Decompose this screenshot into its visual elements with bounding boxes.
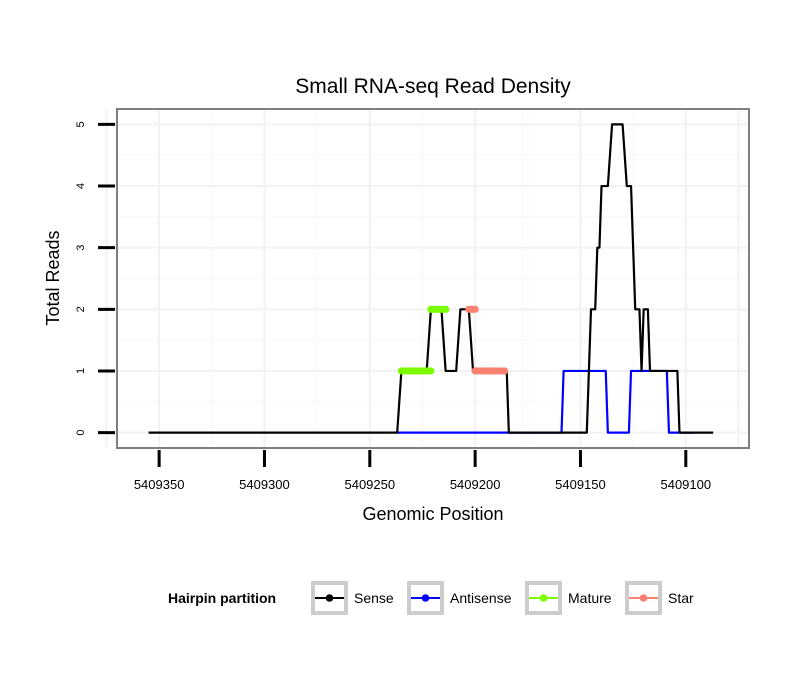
star-point: [501, 367, 509, 375]
legend-label-star: Star: [668, 590, 694, 606]
plot-border: [116, 108, 750, 449]
x-tick-label: 5409150: [555, 477, 606, 492]
x-tick-label: 5409300: [239, 477, 290, 492]
star-point: [471, 305, 479, 313]
y-axis-title: Total Reads: [43, 230, 63, 325]
legend-key-dot-star: [639, 594, 648, 602]
mature-point: [442, 305, 450, 313]
y-tick-label: 2: [75, 306, 87, 312]
x-axis-title: Genomic Position: [362, 504, 503, 524]
legend-key-dot-sense: [325, 594, 334, 602]
y-tick-label: 5: [75, 121, 87, 127]
series-layer: [148, 123, 714, 434]
x-tick-label: 5409250: [344, 477, 395, 492]
y-tick-label: 4: [75, 183, 87, 189]
legend-label-antisense: Antisense: [450, 590, 512, 606]
x-tick-label: 5409100: [660, 477, 711, 492]
legend-label-sense: Sense: [354, 590, 394, 606]
y-tick-label: 3: [75, 245, 87, 251]
antisense-series-line: [397, 369, 695, 434]
mature-series-points: [397, 305, 450, 375]
x-tick-label: 5409350: [134, 477, 185, 492]
legend-key-dot-mature: [539, 594, 548, 602]
legend-label-mature: Mature: [568, 590, 612, 606]
x-tick-label: 5409200: [450, 477, 501, 492]
legend-title: Hairpin partition: [168, 590, 276, 606]
y-tick-label: 1: [75, 368, 87, 374]
star-series-points: [465, 305, 509, 375]
legend: Hairpin partition Sense Antisense Mature St…: [168, 581, 694, 615]
chart-title: Small RNA-seq Read Density: [295, 75, 571, 98]
y-axis: 0 1 2 3 4 5: [75, 121, 115, 436]
sense-series-line: [148, 123, 714, 434]
x-axis: 5409350 5409300 5409250 5409200 5409150 54091…: [134, 450, 711, 492]
legend-key-dot-antisense: [421, 594, 430, 602]
y-tick-label: 0: [75, 430, 87, 436]
mature-point: [427, 367, 435, 375]
